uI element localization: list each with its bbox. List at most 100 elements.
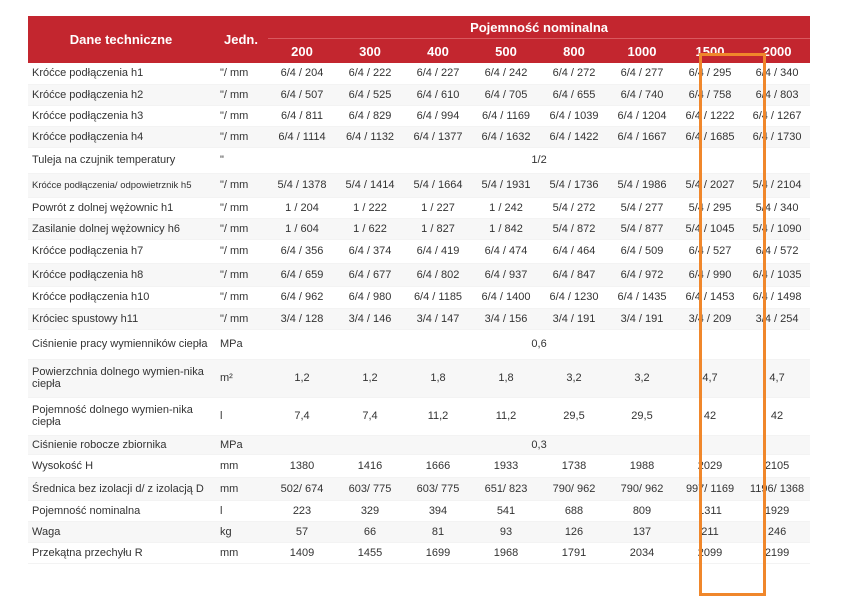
value-cell-1000: 137 bbox=[608, 521, 676, 543]
value-cell-400: 1,8 bbox=[404, 359, 472, 398]
table-row: Króciec spustowy h11 "/ mm 3/4 / 128 3/4 / … bbox=[28, 308, 811, 330]
value-cell-300: 5/4 / 1414 bbox=[336, 173, 404, 198]
value-cell-1500: 6/4 / 527 bbox=[676, 239, 744, 264]
row-label: Króćce podłączenia h8 bbox=[28, 263, 214, 287]
value-cell-1000: 790/ 962 bbox=[608, 477, 676, 501]
row-unit: mm bbox=[214, 454, 268, 478]
value-cell-300: 6/4 / 1132 bbox=[336, 126, 404, 148]
table-row: Powrót z dolnej wężownic h1 "/ mm 1 / 204 1… bbox=[28, 197, 811, 219]
value-cell-1000: 5/4 / 877 bbox=[608, 218, 676, 240]
value-cell-400: 6/4 / 994 bbox=[404, 105, 472, 127]
value-cell-200: 1409 bbox=[268, 542, 336, 564]
value-cell-2000: 6/4 / 803 bbox=[744, 84, 811, 106]
value-cell-200: 6/4 / 962 bbox=[268, 286, 336, 309]
row-label: Króćce podłączenia h10 bbox=[28, 286, 214, 309]
header-capacity-1500: 1500 bbox=[676, 38, 744, 63]
value-cell-2000: 6/4 / 1498 bbox=[744, 286, 811, 309]
row-label: Króćce podłączenia h2 bbox=[28, 84, 214, 106]
value-cell-1500: 2099 bbox=[676, 542, 744, 564]
table-row: Króćce podłączenia/ odpowietrznik h5 "/ m… bbox=[28, 173, 811, 198]
value-cell-400: 3/4 / 147 bbox=[404, 308, 472, 330]
table-row: Waga kg 57 66 81 93 126 137 211 246 bbox=[28, 521, 811, 543]
row-unit: kg bbox=[214, 521, 268, 543]
header-capacity-1000: 1000 bbox=[608, 38, 676, 63]
value-cell-1500: 42 bbox=[676, 397, 744, 436]
value-cell-2000: 6/4 / 1267 bbox=[744, 105, 811, 127]
table-row: Króćce podłączenia h7 "/ mm 6/4 / 356 6/4 /… bbox=[28, 239, 811, 264]
value-cell-300: 1 / 222 bbox=[336, 197, 404, 219]
value-cell-300: 6/4 / 677 bbox=[336, 263, 404, 287]
value-cell-1500: 6/4 / 990 bbox=[676, 263, 744, 287]
value-cell-300: 1416 bbox=[336, 454, 404, 478]
row-label: Powierzchnia dolnego wymien-nika ciepła bbox=[28, 359, 214, 398]
value-cell-400: 6/4 / 1185 bbox=[404, 286, 472, 309]
table-row: Króćce podłączenia h1 "/ mm 6/4 / 204 6/4 /… bbox=[28, 63, 811, 85]
row-label: Ciśnienie robocze zbiornika bbox=[28, 435, 214, 455]
value-cell-400: 6/4 / 419 bbox=[404, 239, 472, 264]
value-cell-300: 6/4 / 829 bbox=[336, 105, 404, 127]
row-label: Ciśnienie pracy wymienników ciepła bbox=[28, 329, 214, 360]
row-unit: "/ mm bbox=[214, 286, 268, 309]
value-cell-800: 6/4 / 464 bbox=[540, 239, 608, 264]
value-cell-400: 6/4 / 802 bbox=[404, 263, 472, 287]
value-cell-1000: 6/4 / 1204 bbox=[608, 105, 676, 127]
value-cell-2000: 6/4 / 1035 bbox=[744, 263, 811, 287]
row-unit: l bbox=[214, 500, 268, 522]
row-unit: "/ mm bbox=[214, 105, 268, 127]
row-label: Króćce podłączenia h3 bbox=[28, 105, 214, 127]
value-cell-1000: 6/4 / 509 bbox=[608, 239, 676, 264]
value-cell-400: 6/4 / 610 bbox=[404, 84, 472, 106]
value-cell-300: 6/4 / 222 bbox=[336, 63, 404, 85]
value-cell-2000: 246 bbox=[744, 521, 811, 543]
row-unit: MPa bbox=[214, 329, 268, 360]
table-row: Króćce podłączenia h2 "/ mm 6/4 / 507 6/4 /… bbox=[28, 84, 811, 106]
value-cell-400: 603/ 775 bbox=[404, 477, 472, 501]
value-cell-800: 126 bbox=[540, 521, 608, 543]
row-unit: l bbox=[214, 397, 268, 436]
value-cell-800: 790/ 962 bbox=[540, 477, 608, 501]
row-label: Zasilanie dolnej wężownicy h6 bbox=[28, 218, 214, 240]
table-row: Ciśnienie robocze zbiornika MPa 0,3 bbox=[28, 435, 811, 455]
value-cell-400: 81 bbox=[404, 521, 472, 543]
value-cell-1500: 1311 bbox=[676, 500, 744, 522]
value-cell-2000: 3/4 / 254 bbox=[744, 308, 811, 330]
value-cell-500: 93 bbox=[472, 521, 540, 543]
value-cell-400: 6/4 / 227 bbox=[404, 63, 472, 85]
value-cell-800: 6/4 / 1422 bbox=[540, 126, 608, 148]
header-technical-data: Dane techniczne bbox=[28, 16, 214, 63]
value-cell-200: 1380 bbox=[268, 454, 336, 478]
header-capacity-200: 200 bbox=[268, 38, 336, 63]
value-cell-2000: 2105 bbox=[744, 454, 811, 478]
table-row: Zasilanie dolnej wężownicy h6 "/ mm 1 / 60… bbox=[28, 218, 811, 240]
value-cell-800: 6/4 / 1230 bbox=[540, 286, 608, 309]
value-cell-200: 1,2 bbox=[268, 359, 336, 398]
header-capacity-800: 800 bbox=[540, 38, 608, 63]
value-cell-300: 66 bbox=[336, 521, 404, 543]
value-cell-200: 5/4 / 1378 bbox=[268, 173, 336, 198]
value-cell-500: 6/4 / 1169 bbox=[472, 105, 540, 127]
value-cell-1000: 809 bbox=[608, 500, 676, 522]
row-unit: "/ mm bbox=[214, 126, 268, 148]
value-cell-300: 1 / 622 bbox=[336, 218, 404, 240]
value-cell-300: 7,4 bbox=[336, 397, 404, 436]
row-label: Pojemność nominalna bbox=[28, 500, 214, 522]
row-unit: " bbox=[214, 147, 268, 174]
value-cell-500: 1 / 242 bbox=[472, 197, 540, 219]
value-cell-2000: 1929 bbox=[744, 500, 811, 522]
value-cell-500: 1,8 bbox=[472, 359, 540, 398]
header-capacity-400: 400 bbox=[404, 38, 472, 63]
value-cell-800: 1791 bbox=[540, 542, 608, 564]
header-capacity-2000: 2000 bbox=[744, 38, 811, 63]
value-cell-800: 29,5 bbox=[540, 397, 608, 436]
value-cell-400: 1666 bbox=[404, 454, 472, 478]
value-cell-400: 1 / 827 bbox=[404, 218, 472, 240]
technical-data-table: Dane techniczne Jedn. Pojemność nominaln… bbox=[28, 16, 811, 564]
value-cell-1500: 997/ 1169 bbox=[676, 477, 744, 501]
technical-data-table-container: Dane techniczne Jedn. Pojemność nominaln… bbox=[28, 16, 811, 596]
value-cell-400: 394 bbox=[404, 500, 472, 522]
merged-value-cell: 0,6 bbox=[268, 329, 811, 360]
value-cell-800: 5/4 / 1736 bbox=[540, 173, 608, 198]
value-cell-200: 3/4 / 128 bbox=[268, 308, 336, 330]
